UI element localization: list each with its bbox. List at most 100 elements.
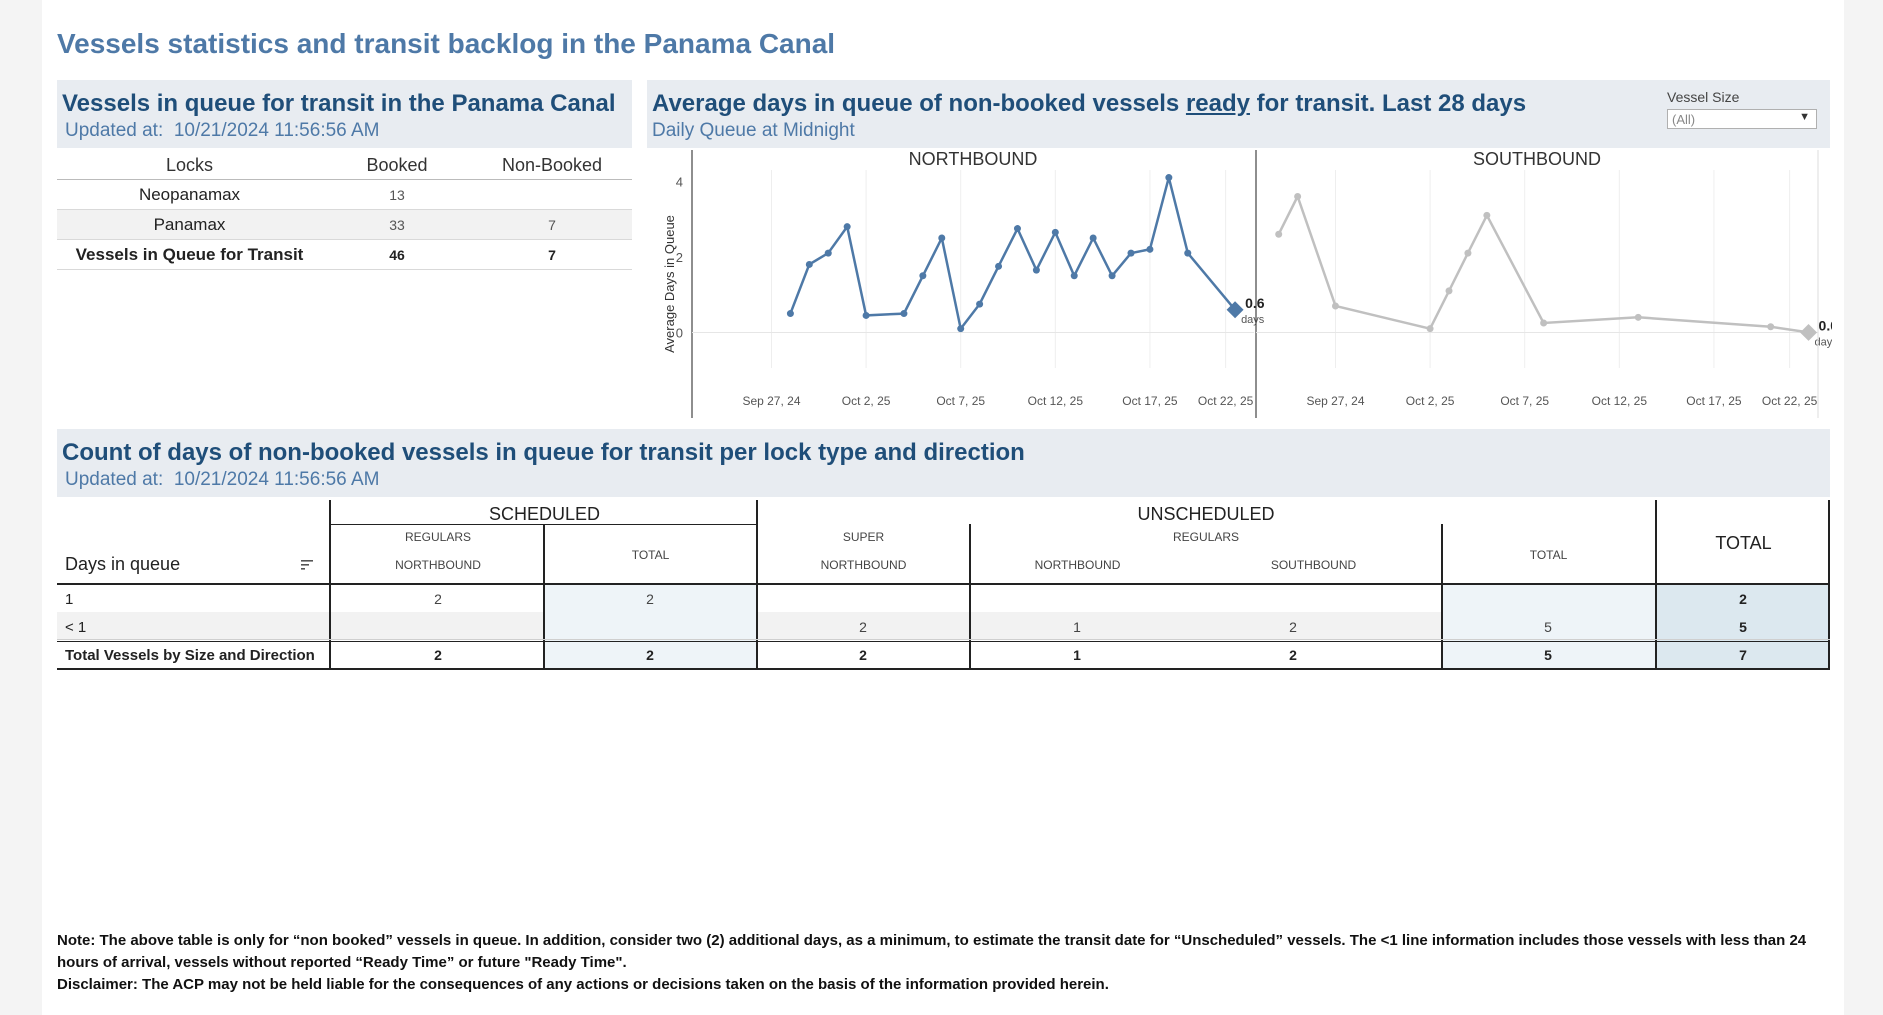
x-tick-label: Oct 2, 25	[1406, 394, 1455, 408]
divider	[969, 524, 971, 670]
group-header-scheduled: SCHEDULED	[488, 504, 601, 524]
data-point[interactable]	[1051, 228, 1059, 236]
x-tick-label: Oct 12, 25	[1028, 394, 1084, 408]
sort-icon[interactable]	[300, 558, 314, 572]
data-point[interactable]	[1070, 272, 1078, 280]
cell-value: 7	[1739, 647, 1747, 663]
series-line	[789, 177, 1237, 332]
updated-label: Updated at:	[65, 120, 164, 141]
divider	[756, 524, 758, 670]
cell-value: 1	[1073, 619, 1081, 635]
unscheduled-total-shade	[1442, 584, 1655, 668]
cell-value: 5	[1544, 647, 1552, 663]
data-point[interactable]	[1540, 319, 1548, 327]
booked-count: 33	[389, 217, 405, 233]
data-point[interactable]	[1013, 225, 1021, 233]
cell-value: 5	[1739, 619, 1747, 635]
last-point-marker[interactable]	[1226, 301, 1244, 319]
chart-panel-southbound: SOUTHBOUND Sep 27, 24 Oct 2, 25 Oct 7, 25 Oc…	[1255, 149, 1832, 418]
data-point[interactable]	[1767, 323, 1775, 331]
avg-title-text-end: for transit. Last 28 days	[1249, 90, 1527, 117]
chart-panels: NORTHBOUND Sep 27, 24 Oct 2, 25 Oct 7, 25 Oc…	[691, 149, 1832, 418]
column-header-non-booked: Non-Booked	[501, 155, 603, 175]
scheduled-total-shade	[544, 584, 757, 668]
data-point[interactable]	[919, 272, 927, 280]
panel-header: SOUTHBOUND	[1473, 149, 1601, 169]
x-tick-label: Oct 22, 25	[1198, 394, 1254, 408]
cell-value: 2	[1739, 591, 1747, 607]
data-point[interactable]	[862, 311, 870, 319]
data-point[interactable]	[1146, 245, 1154, 253]
x-tick-label: Oct 12, 25	[1592, 394, 1648, 408]
data-point[interactable]	[786, 310, 794, 318]
dashboard-page: Vessels statistics and transit backlog i…	[42, 0, 1844, 1015]
grand-total-shade	[1657, 584, 1830, 668]
data-point[interactable]	[1483, 211, 1491, 219]
data-point[interactable]	[1445, 287, 1453, 295]
y-axis-label: Average Days in Queue	[662, 215, 677, 353]
data-point[interactable]	[1108, 272, 1116, 280]
queue-panel-header: Vessels in queue for transit in the Pana…	[57, 80, 632, 148]
subheader-regulars: REGULARS	[404, 530, 472, 544]
data-point[interactable]	[1275, 230, 1283, 238]
queue-panel-title: Vessels in queue for transit in the Pana…	[62, 90, 616, 117]
cell-value: 2	[859, 647, 867, 663]
data-point[interactable]	[995, 262, 1003, 270]
divider	[1441, 524, 1443, 670]
divider	[1828, 500, 1830, 670]
panel-header: NORTHBOUND	[909, 149, 1038, 169]
subheader-super: SUPER	[842, 530, 885, 544]
data-point[interactable]	[957, 325, 965, 333]
data-point[interactable]	[824, 249, 832, 257]
data-point[interactable]	[1165, 174, 1173, 182]
x-tick-label: Oct 7, 25	[936, 394, 985, 408]
count-panel-updated: Updated at: 10/21/2024 11:56:56 AM	[65, 469, 379, 491]
chart-panel-northbound: NORTHBOUND Sep 27, 24 Oct 2, 25 Oct 7, 25 Oc…	[691, 149, 1265, 418]
data-point[interactable]	[1426, 325, 1434, 333]
data-point[interactable]	[805, 260, 813, 268]
data-point[interactable]	[1294, 192, 1302, 200]
total-non-booked: 7	[548, 247, 556, 263]
cell-value: 2	[859, 619, 867, 635]
last-value-label: 0.6	[1245, 295, 1265, 311]
data-point[interactable]	[1127, 249, 1135, 257]
count-panel-title: Count of days of non-booked vessels in q…	[62, 439, 1025, 466]
data-point[interactable]	[976, 300, 984, 308]
data-point[interactable]	[938, 234, 946, 242]
last-value-unit: days	[1241, 314, 1265, 326]
cell-value: 5	[1544, 619, 1552, 635]
data-point[interactable]	[1634, 313, 1642, 321]
vessel-size-select[interactable]: (All) ▼	[1667, 109, 1817, 129]
subheader-northbound: NORTHBOUND	[395, 558, 481, 572]
data-point[interactable]	[1184, 249, 1192, 257]
ready-link[interactable]: ready	[1185, 90, 1250, 117]
table-total-row: Vessels in Queue for Transit 46 7	[57, 240, 632, 270]
vessel-size-label: Vessel Size	[1667, 89, 1740, 105]
lock-name: Panamax	[153, 215, 226, 234]
avg-days-chart: Average Days in Queue 0 2 4 NORTHBOUND Sep …	[662, 149, 1832, 418]
y-tick-label: 0	[676, 325, 683, 340]
chevron-down-icon: ▼	[1799, 111, 1810, 123]
avg-panel-header: Average days in queue of non-booked vess…	[647, 80, 1830, 148]
column-header-locks: Locks	[165, 155, 214, 175]
subheader-total: TOTAL	[1529, 548, 1568, 562]
data-point[interactable]	[1089, 234, 1097, 242]
total-booked: 46	[389, 247, 405, 263]
footnote: Note: The above table is only for “non b…	[57, 930, 1837, 996]
queue-table-header: Locks Booked Non-Booked	[57, 150, 632, 180]
updated-label: Updated at:	[65, 469, 164, 490]
avg-panel-subtitle: Daily Queue at Midnight	[652, 120, 855, 141]
y-tick-label: 2	[676, 250, 683, 265]
data-point[interactable]	[1331, 302, 1339, 310]
data-point[interactable]	[1032, 266, 1040, 274]
cell-value: 2	[1289, 647, 1297, 663]
subheader-southbound: SOUTHBOUND	[1270, 558, 1357, 572]
divider	[57, 668, 1830, 670]
data-point[interactable]	[900, 310, 908, 318]
last-value-unit: days	[1815, 336, 1832, 348]
cell-value: 2	[646, 591, 654, 607]
data-point[interactable]	[1464, 249, 1472, 257]
column-header-booked: Booked	[366, 155, 428, 175]
data-point[interactable]	[843, 223, 851, 231]
non-booked-count: 7	[548, 217, 556, 233]
